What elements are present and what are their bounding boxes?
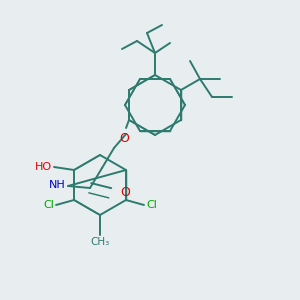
Text: NH: NH	[49, 180, 66, 190]
Text: O: O	[120, 187, 130, 200]
Text: Cl: Cl	[146, 200, 157, 210]
Text: Cl: Cl	[43, 200, 54, 210]
Text: O: O	[119, 132, 129, 145]
Text: CH₃: CH₃	[90, 237, 110, 247]
Text: HO: HO	[35, 162, 52, 172]
